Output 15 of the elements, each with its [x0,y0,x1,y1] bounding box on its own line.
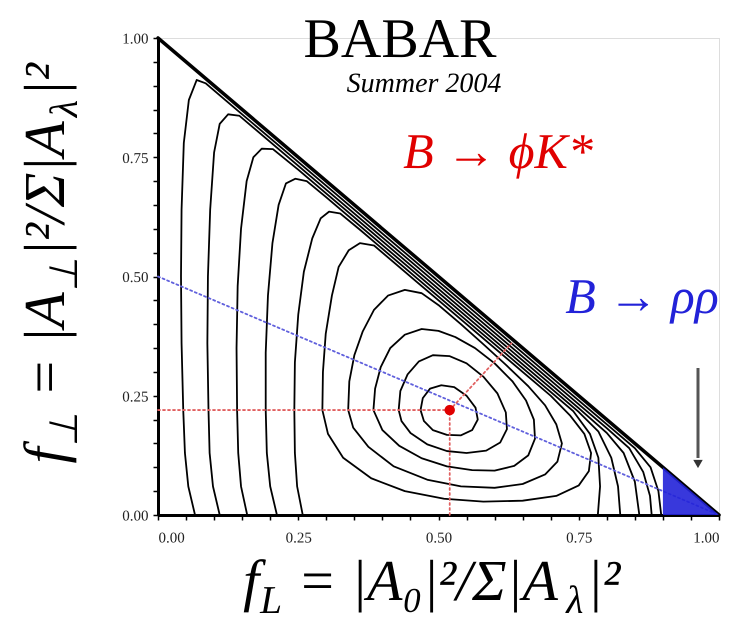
y-tick-label: 1.00 [122,32,148,48]
y-tick-label: 0.75 [122,150,148,167]
x-tick-label: 0.75 [566,530,592,546]
x-tick-label: 0.50 [426,530,452,546]
text: B → ρρ [565,268,719,324]
x-tick-label: 0.25 [286,530,312,546]
y-axis-title: f⊥ = |A⊥|²/Σ|Aλ|² [12,62,86,464]
text: Summer 2004 [346,68,502,99]
text: B → ϕK* [403,123,593,179]
x-tick-label: 1.00 [693,530,720,546]
y-tick-label: 0.50 [122,270,148,286]
x-tick-label: 0.00 [158,530,185,546]
y-tick-label: 0.00 [122,508,148,524]
chart-title: BABAR [304,8,498,70]
y-tick-label: 0.25 [122,389,148,406]
